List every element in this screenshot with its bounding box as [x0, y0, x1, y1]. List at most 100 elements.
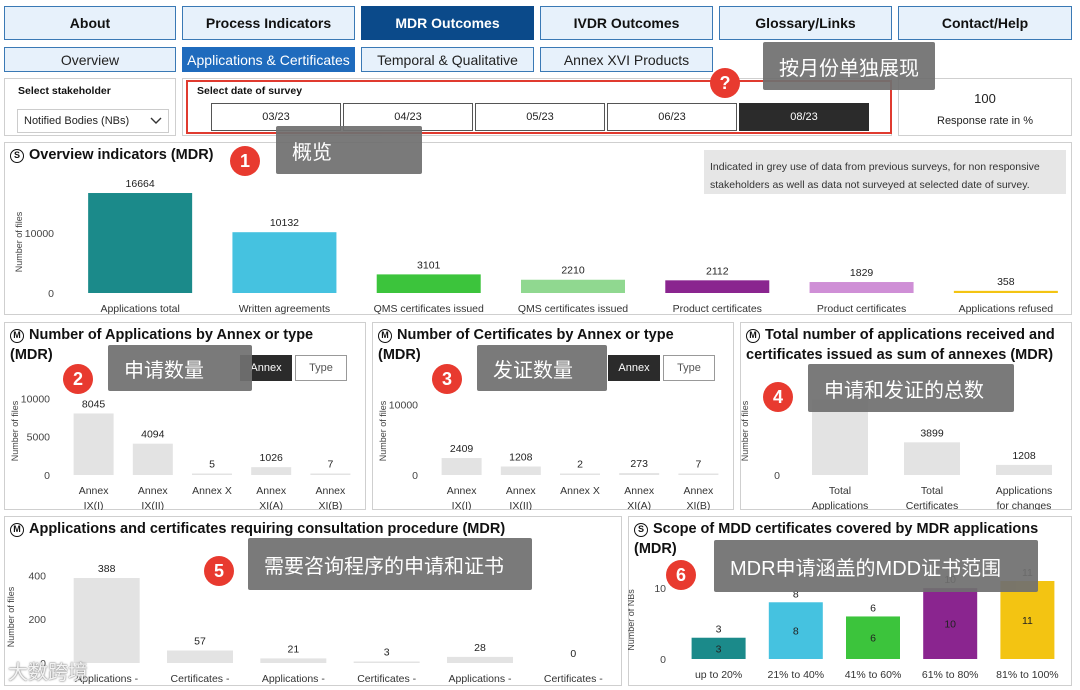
certs_annex-data-label: 7	[695, 459, 701, 471]
totals-y-tick: 0	[774, 470, 780, 482]
nav-tab-about[interactable]: About	[4, 6, 176, 40]
subtab-annex-xvi[interactable]: Annex XVI Products	[540, 47, 713, 72]
overview-data-label: 3101	[417, 259, 441, 271]
certs_annex-bar	[441, 458, 482, 475]
nav-tab-process-indicators[interactable]: Process Indicators	[182, 6, 355, 40]
overview-x-tick-label: Applications refused	[959, 303, 1054, 315]
overview-x-tick-label: Written agreements	[239, 303, 330, 315]
marker-2: 2	[63, 364, 93, 394]
callout-scope: MDR申请涵盖的MDD证书范围	[714, 540, 1038, 592]
callout-overview: 概览	[276, 126, 422, 174]
response-rate-label: Response rate in %	[937, 115, 1033, 127]
certs_annex-bar	[619, 473, 660, 475]
apps_annex-y-tick: 5000	[27, 432, 51, 444]
scope-x-tick-label: 21% to 40%	[767, 669, 824, 681]
scope-bar	[923, 588, 978, 659]
apps_annex-y-tick: 10000	[21, 393, 50, 405]
certs_annex-x-tick-label: Annex	[447, 485, 478, 497]
callout-certificates: 发证数量	[477, 345, 607, 391]
totals-title-line1: Total number of applications received an…	[765, 327, 1055, 343]
overview-x-tick-label: Product certificates	[673, 303, 762, 315]
certs_annex-x-tick-label: Annex X	[560, 485, 600, 497]
date-option-08-23[interactable]: 08/23	[739, 103, 869, 131]
overview-note-line1: Indicated in grey use of data from previ…	[710, 161, 1040, 173]
stakeholder-select[interactable]: Notified Bodies (NBs)	[17, 109, 169, 133]
subtab-overview[interactable]: Overview	[4, 47, 176, 72]
scope-inner-label: 3	[716, 643, 722, 655]
scope-x-tick-label: 41% to 60%	[845, 669, 902, 681]
watermark: 大数跨境	[8, 662, 88, 684]
mdr-icon: M	[10, 329, 24, 343]
totals-x-tick-label: Applications	[812, 500, 869, 510]
date-option-05-23[interactable]: 05/23	[475, 103, 605, 131]
certs_annex-data-label: 2	[577, 459, 583, 471]
apps-annex-title: M Number of Applications by Annex or type…	[10, 325, 360, 365]
apps_annex-bar	[251, 467, 292, 475]
certs_annex-x-tick-label: IX(I)	[452, 500, 472, 510]
consultation-data-label: 388	[98, 563, 116, 575]
scope-data-label: 3	[716, 624, 722, 636]
scope-y-tick: 10	[654, 583, 666, 595]
overview-x-tick-label: QMS certificates issued	[518, 303, 628, 315]
certs_annex-bar	[500, 466, 541, 475]
survey-date-label: Select date of survey	[197, 85, 303, 97]
consultation-bar	[260, 658, 327, 663]
consultation-y-axis-label: Number of files	[6, 586, 16, 647]
apps-annex-title-line2: (MDR)	[10, 347, 53, 363]
callout-consultation: 需要咨询程序的申请和证书	[248, 538, 532, 590]
apps_annex-x-tick-label: XI(B)	[318, 500, 342, 510]
apps-toggle-type[interactable]: Type	[295, 355, 347, 381]
subtab-temporal-qualitative[interactable]: Temporal & Qualitative	[361, 47, 534, 72]
apps_annex-bar	[310, 473, 351, 475]
overview-data-label: 16664	[126, 178, 155, 190]
callout-monthly: 按月份单独展现	[763, 42, 935, 90]
marker-3: 3	[432, 364, 462, 394]
apps_annex-y-axis-label: Number of files	[10, 400, 20, 461]
consultation-data-label: 28	[474, 642, 486, 654]
stakeholder-value: Notified Bodies (NBs)	[24, 115, 130, 127]
stakeholder-label: Select stakeholder	[18, 85, 111, 97]
totals-x-tick-label: Certificates	[906, 500, 959, 510]
apps-annex-chart: Number of files 0 5000 10000 8045 Annex IX(I) 4…	[10, 393, 351, 510]
apps_annex-y-tick: 0	[44, 470, 50, 482]
nav-tab-ivdr-outcomes[interactable]: IVDR Outcomes	[540, 6, 713, 40]
overview-y-tick: 10000	[25, 228, 54, 240]
scope-y-tick: 0	[660, 654, 666, 666]
certs_annex-x-tick-label: Annex	[684, 485, 715, 497]
apps_annex-data-label: 7	[327, 459, 333, 471]
mdr-icon: M	[10, 523, 24, 537]
overview-bar	[809, 282, 914, 293]
date-option-06-23[interactable]: 06/23	[607, 103, 737, 131]
subtab-applications-certificates[interactable]: Applications & Certificates	[182, 47, 355, 72]
marker-5: 5	[204, 556, 234, 586]
chevron-down-icon	[150, 117, 162, 124]
overview-title: S Overview indicators (MDR)	[10, 145, 214, 165]
nav-tab-glossary[interactable]: Glossary/Links	[719, 6, 892, 40]
consultation-data-label: 0	[570, 648, 576, 660]
consultation-x-tick-label: Certificates -	[544, 673, 603, 685]
certs-toggle-annex[interactable]: Annex	[608, 355, 660, 381]
mdr-icon: M	[746, 329, 760, 343]
consultation-title-text: Applications and certificates requiring …	[29, 521, 506, 537]
certs_annex-x-tick-label: XI(A)	[627, 500, 651, 510]
scope-x-tick-label: 81% to 100%	[996, 669, 1058, 681]
scope-x-tick-label: up to 20%	[695, 669, 742, 681]
scope-title-line2: (MDR)	[634, 541, 677, 557]
consultation-bar	[73, 578, 140, 663]
scope-x-tick-label: 61% to 80%	[922, 669, 979, 681]
certs_annex-x-tick-label: Annex	[506, 485, 537, 497]
totals-chart: Number of files 0 Total Applications 3899 Tot…	[740, 399, 1052, 510]
overview-data-label: 1829	[850, 267, 874, 279]
totals-data-label: 1208	[1012, 450, 1036, 462]
scope-bar	[691, 637, 746, 659]
totals-bar	[996, 464, 1052, 475]
scope-inner-label: 11	[1022, 615, 1033, 627]
apps_annex-x-tick-label: IX(II)	[141, 500, 164, 510]
nav-tab-contact[interactable]: Contact/Help	[898, 6, 1072, 40]
scope-y-axis-label: Number of NBs	[628, 589, 636, 651]
consultation-y-tick: 200	[28, 614, 46, 626]
nav-tab-mdr-outcomes[interactable]: MDR Outcomes	[361, 6, 534, 40]
apps_annex-x-tick-label: Annex	[256, 485, 287, 497]
overview-bar	[376, 274, 481, 293]
certs-toggle-type[interactable]: Type	[663, 355, 715, 381]
